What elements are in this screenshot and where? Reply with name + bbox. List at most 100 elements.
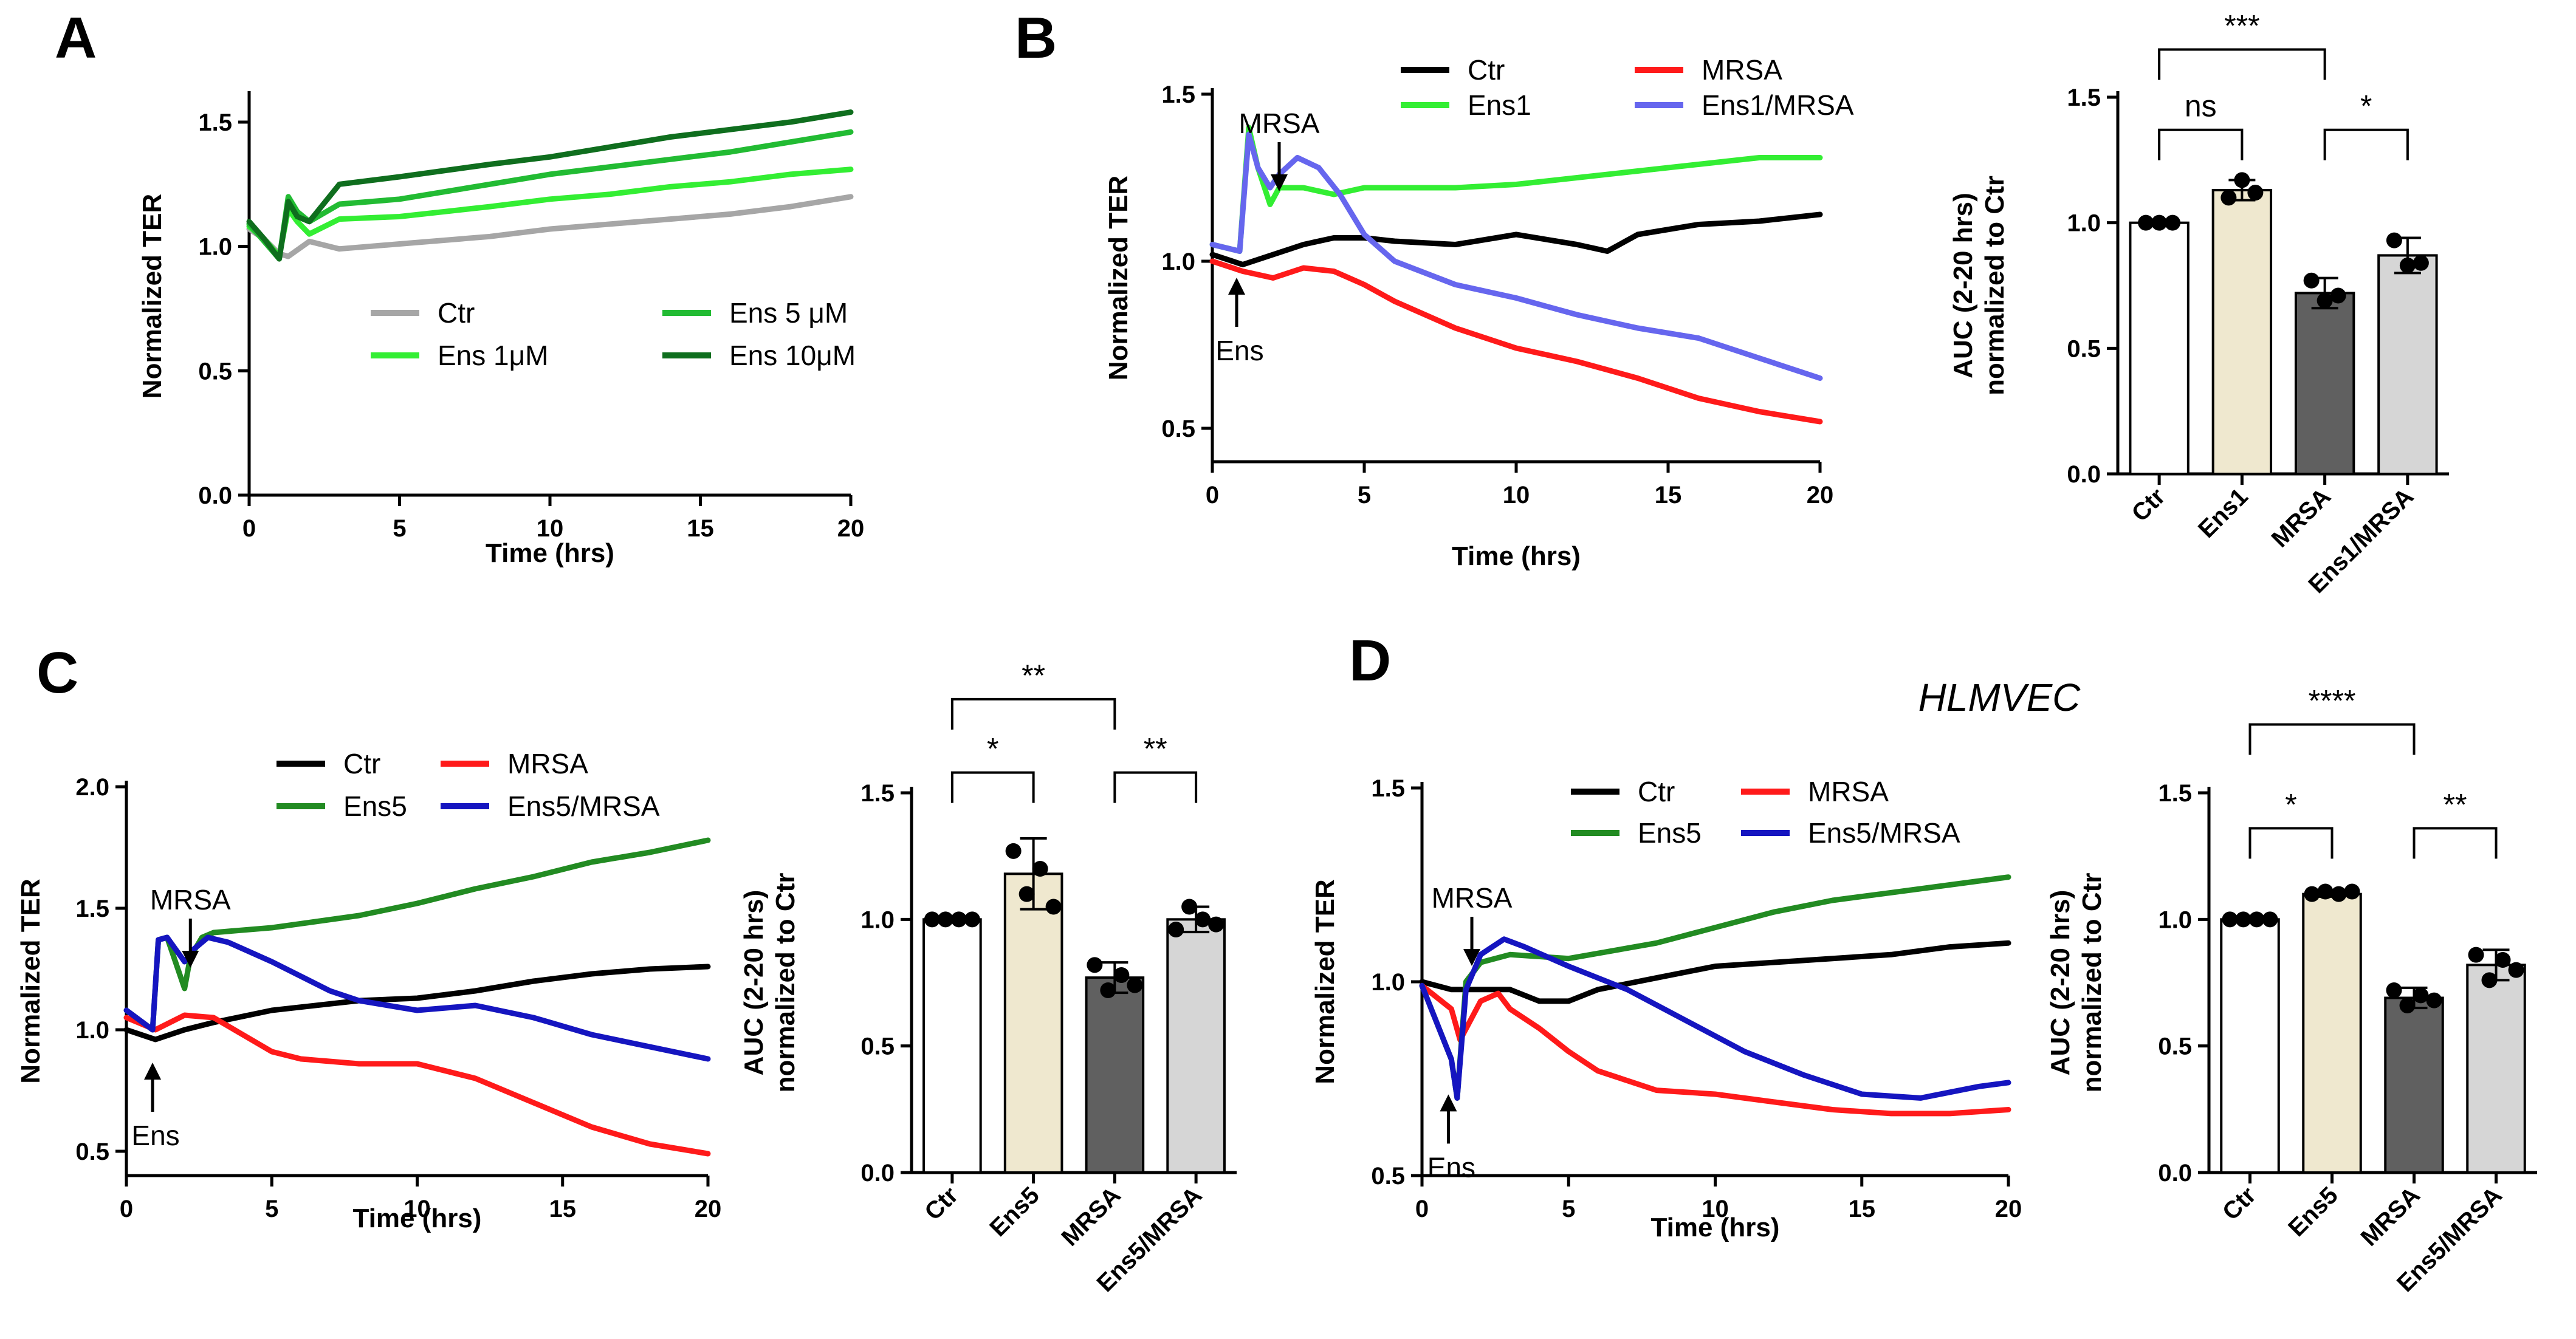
bar bbox=[1085, 976, 1145, 1174]
data-point bbox=[1195, 911, 1211, 928]
panel-b-bar-chart: 0.0 0.5 1.0 1.5 AUC (2-20 hrs) normalized to … bbox=[1948, 9, 2449, 598]
significance-label: *** bbox=[2224, 9, 2259, 43]
data-point bbox=[2399, 998, 2416, 1013]
y-tick-label: 1.0 bbox=[860, 906, 895, 933]
y-axis-title: normalized to Ctr bbox=[1980, 176, 2010, 396]
bar bbox=[2466, 964, 2526, 1174]
y-tick-label: 1.5 bbox=[2158, 780, 2192, 807]
y-tick-label: 0.5 bbox=[860, 1033, 895, 1060]
data-point bbox=[1087, 957, 1103, 973]
legend-label: Ens1/MRSA bbox=[1702, 89, 1854, 121]
x-tick-label: 0 bbox=[120, 1196, 133, 1222]
x-tick-label: 20 bbox=[1995, 1196, 2022, 1222]
data-point bbox=[2248, 911, 2265, 928]
series-line-mrsa bbox=[1209, 258, 1823, 425]
significance-bracket bbox=[950, 697, 1116, 730]
significance-label: * bbox=[2285, 787, 2296, 821]
y-tick-label: 0.0 bbox=[860, 1160, 895, 1187]
significance-label: **** bbox=[2309, 684, 2356, 718]
data-point bbox=[2330, 886, 2347, 902]
data-point bbox=[2221, 190, 2237, 206]
significance-label: ** bbox=[1022, 659, 1045, 693]
bar bbox=[1166, 918, 1226, 1174]
bar bbox=[2377, 254, 2438, 475]
y-axis-title: normalized to Ctr bbox=[2077, 873, 2107, 1093]
bar bbox=[2302, 892, 2362, 1174]
legend-label: Ens 5 μM bbox=[729, 297, 848, 329]
significance-bracket bbox=[2158, 128, 2244, 160]
bar bbox=[2220, 918, 2280, 1174]
bar bbox=[2129, 221, 2190, 475]
bar bbox=[2384, 996, 2444, 1174]
x-category-label: Ens1 bbox=[2193, 483, 2253, 543]
x-axis-title: Time (hrs) bbox=[486, 538, 614, 568]
y-tick-label: 1.0 bbox=[1161, 248, 1195, 275]
significance-bracket bbox=[2248, 827, 2334, 859]
y-tick-label: 0.5 bbox=[1371, 1163, 1405, 1190]
y-tick-label: 1.0 bbox=[2158, 906, 2192, 933]
legend-label: Ctr bbox=[438, 297, 475, 329]
panel-letter: D bbox=[1349, 628, 1391, 693]
legend-label: Ens 1μM bbox=[438, 340, 548, 371]
data-point bbox=[2304, 886, 2320, 902]
significance-bracket bbox=[1113, 771, 1198, 803]
series-line-ens1-mrsa bbox=[1209, 131, 1823, 381]
y-tick-label: 1.5 bbox=[1161, 81, 1195, 108]
panel-c-bar-chart: 0.0 0.5 1.0 1.5 AUC (2-20 hrs) normalized to … bbox=[739, 659, 1237, 1297]
y-tick-label: 1.5 bbox=[1371, 775, 1405, 802]
y-axis-title: Normalized TER bbox=[1104, 176, 1133, 380]
x-category-label: MRSA bbox=[2267, 483, 2336, 552]
x-tick-label: 15 bbox=[1655, 482, 1682, 509]
x-tick-label: 0 bbox=[242, 515, 256, 542]
y-axis-title: AUC (2-20 hrs) bbox=[739, 890, 769, 1076]
data-point bbox=[2426, 992, 2442, 1009]
y-axis-title: Normalized TER bbox=[1310, 879, 1340, 1084]
x-tick-label: 20 bbox=[695, 1196, 722, 1222]
data-point bbox=[2235, 911, 2251, 928]
significance-label: ** bbox=[1144, 732, 1167, 766]
legend-label: MRSA bbox=[1702, 54, 1782, 86]
significance-bracket bbox=[2158, 48, 2326, 80]
arrow-head bbox=[1228, 278, 1245, 295]
x-axis-title: Time (hrs) bbox=[1452, 541, 1581, 571]
x-tick-label: 15 bbox=[1849, 1196, 1876, 1222]
series-line-ens-10-m bbox=[246, 109, 854, 262]
data-point bbox=[2344, 883, 2360, 900]
panel-b-line-chart: B 0.5 1.0 1.5 0 5 10 15 20 Time (hrs) Normalized T… bbox=[1015, 5, 1854, 571]
x-category-label: Ctr bbox=[2217, 1182, 2261, 1225]
panel-letter: B bbox=[1015, 5, 1057, 70]
x-tick-label: 20 bbox=[1807, 482, 1834, 509]
data-point bbox=[2495, 952, 2511, 968]
cell-type-label: HLMVEC bbox=[1918, 676, 2081, 719]
data-point bbox=[2234, 172, 2250, 188]
data-point bbox=[1208, 916, 1224, 933]
arrow-label: MRSA bbox=[1239, 108, 1320, 139]
series-line-ens5 bbox=[123, 837, 711, 1033]
legend-label: MRSA bbox=[507, 748, 588, 779]
data-point bbox=[937, 911, 953, 928]
data-point bbox=[2317, 883, 2334, 900]
arrow-head bbox=[144, 1063, 162, 1080]
x-tick-label: 10 bbox=[404, 1196, 431, 1222]
panel-d-line-chart: D 0.5 1.0 1.5 0 5 10 15 20 Time (hrs) Normalized T… bbox=[1310, 628, 2022, 1242]
legend-label: Ctr bbox=[1638, 776, 1675, 807]
panel-letter: A bbox=[55, 5, 97, 70]
series-line-ens5-mrsa bbox=[1419, 936, 2011, 1101]
significance-bracket bbox=[2323, 128, 2409, 160]
legend-label: Ctr bbox=[1468, 54, 1505, 86]
x-tick-label: 15 bbox=[549, 1196, 577, 1222]
bar bbox=[2294, 292, 2355, 475]
y-tick-label: 0.5 bbox=[2158, 1033, 2192, 1060]
data-point bbox=[1005, 843, 1022, 859]
significance-label: ** bbox=[2444, 787, 2467, 821]
data-point bbox=[1181, 899, 1198, 915]
y-tick-label: 0.5 bbox=[1161, 416, 1195, 442]
data-point bbox=[1127, 977, 1143, 993]
arrow-head bbox=[182, 951, 199, 968]
x-tick-label: 10 bbox=[1503, 482, 1530, 509]
data-point bbox=[2247, 185, 2264, 201]
legend-label: Ens 10μM bbox=[729, 340, 856, 371]
y-tick-label: 1.0 bbox=[2067, 210, 2101, 237]
x-tick-label: 0 bbox=[1206, 482, 1219, 509]
data-point bbox=[2151, 214, 2168, 231]
